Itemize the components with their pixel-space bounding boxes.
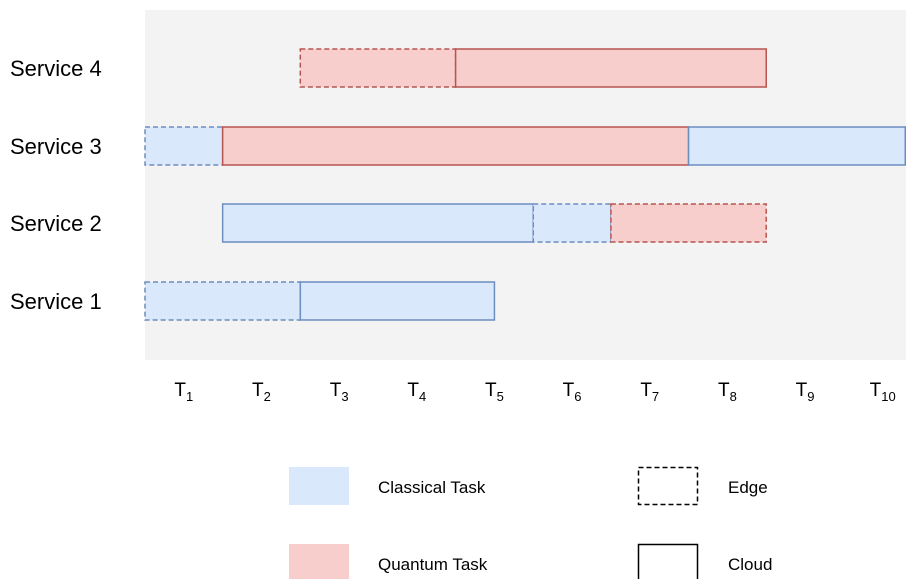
legend-classical-swatch xyxy=(289,467,349,505)
x-tick-label-3: T3 xyxy=(330,380,349,404)
legend-classical-label: Classical Task xyxy=(378,478,486,497)
legend-cloud-swatch xyxy=(637,543,699,579)
row-label-service-1: Service 1 xyxy=(10,289,102,314)
task-bar-service-2-classical-edge xyxy=(532,203,612,243)
task-bar-service-2-classical-cloud xyxy=(221,203,535,243)
legend-quantum-label: Quantum Task xyxy=(378,555,488,574)
x-tick-label-8: T8 xyxy=(718,380,737,404)
task-bar-service-3-classical-edge xyxy=(144,126,224,166)
x-tick-label-2: T2 xyxy=(252,380,271,404)
legend: Classical Task Quantum Task Edge Cloud xyxy=(289,466,772,579)
task-bar-service-1-classical-edge xyxy=(144,281,302,321)
legend-edge-swatch xyxy=(637,466,699,506)
task-bar-service-3-quantum-cloud xyxy=(221,126,690,166)
x-tick-label-10: T10 xyxy=(870,380,896,404)
x-tick-label-7: T7 xyxy=(640,380,659,404)
x-tick-labels: T1 T2 T3 T4 T5 T6 T7 T8 T9 T10 xyxy=(174,380,895,404)
legend-quantum-swatch xyxy=(289,544,349,579)
task-bar-service-1-classical-cloud xyxy=(299,281,496,321)
task-bar-service-3-classical-cloud xyxy=(687,126,906,166)
row-label-service-3: Service 3 xyxy=(10,134,102,159)
x-tick-label-9: T9 xyxy=(796,380,815,404)
x-tick-label-1: T1 xyxy=(174,380,193,404)
task-bar-service-2-quantum-edge xyxy=(610,203,767,243)
row-labels: Service 1 Service 2 Service 3 Service 4 xyxy=(10,56,102,314)
task-bar-service-4-quantum-edge xyxy=(299,48,457,88)
task-bar-service-4-quantum-cloud xyxy=(454,48,767,88)
x-tick-label-4: T4 xyxy=(407,380,426,404)
row-label-service-4: Service 4 xyxy=(10,56,102,81)
legend-edge-label: Edge xyxy=(728,478,768,497)
x-tick-label-5: T5 xyxy=(485,380,504,404)
row-label-service-2: Service 2 xyxy=(10,211,102,236)
legend-cloud-label: Cloud xyxy=(728,555,772,574)
x-tick-label-6: T6 xyxy=(563,380,582,404)
task-bars xyxy=(144,48,906,321)
